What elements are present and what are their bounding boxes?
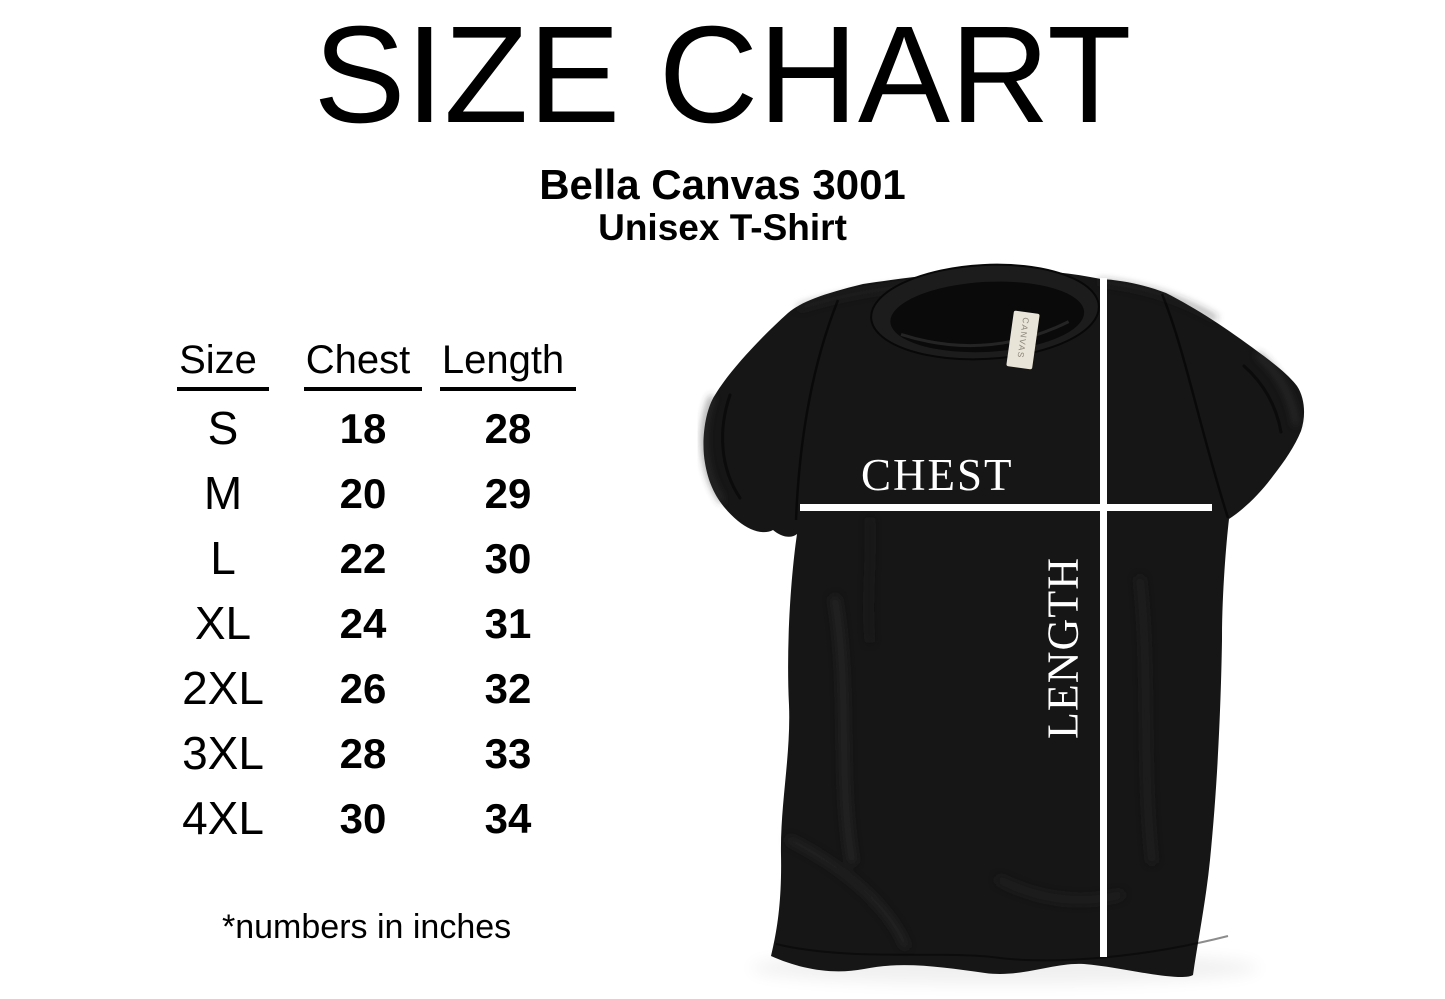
collar xyxy=(870,263,1100,361)
size-cell: S xyxy=(207,402,239,454)
length-cell: 31 xyxy=(484,600,532,647)
brand-subtitle: Bella Canvas 3001 xyxy=(539,161,906,208)
length-cell: 30 xyxy=(484,535,532,582)
chest-cell: 20 xyxy=(339,470,387,517)
size-cell: XL xyxy=(194,597,252,649)
size-cell: M xyxy=(203,467,243,519)
size-cell: 2XL xyxy=(182,662,264,714)
units-footnote: *numbers in inches xyxy=(222,908,512,946)
length-cell: 28 xyxy=(484,405,532,452)
fabric-wrinkles xyxy=(786,280,1217,949)
column-header-length: Length xyxy=(428,338,588,396)
length-cell: 34 xyxy=(484,795,532,842)
chest-cell: 22 xyxy=(339,535,387,582)
length-label: LENGTH xyxy=(1039,557,1088,739)
length-cell: 29 xyxy=(484,470,532,517)
chest-cell: 28 xyxy=(339,730,387,777)
length-cell: 32 xyxy=(484,665,532,712)
length-cell: 33 xyxy=(484,730,532,777)
chest-cell: 26 xyxy=(339,665,387,712)
product-subtitle: Unisex T-Shirt xyxy=(598,207,847,249)
chest-measure-line xyxy=(800,504,1212,511)
tshirt-body xyxy=(703,269,1305,977)
chest-label: CHEST xyxy=(861,450,1014,500)
size-cell: 3XL xyxy=(182,727,264,779)
chest-cell: 24 xyxy=(339,600,387,647)
neck-tag: CANVAS xyxy=(1006,310,1040,370)
chest-cell: 30 xyxy=(339,795,387,842)
column-header-size: Size xyxy=(148,338,298,396)
page-title: SIZE CHART xyxy=(313,0,1132,152)
size-cell: L xyxy=(210,532,236,584)
column-header-chest: Chest xyxy=(298,338,428,396)
chest-cell: 18 xyxy=(339,405,387,452)
size-table: Size Chest Length S 18 28 M 20 29 L 22 3… xyxy=(148,338,588,851)
header: SIZE CHART Bella Canvas 3001 Unisex T-Sh… xyxy=(0,6,1445,248)
length-measure-line xyxy=(1100,278,1107,957)
shirt-seams xyxy=(775,293,1230,962)
rolled-cuffs xyxy=(702,353,1298,502)
size-cell: 4XL xyxy=(182,792,264,844)
